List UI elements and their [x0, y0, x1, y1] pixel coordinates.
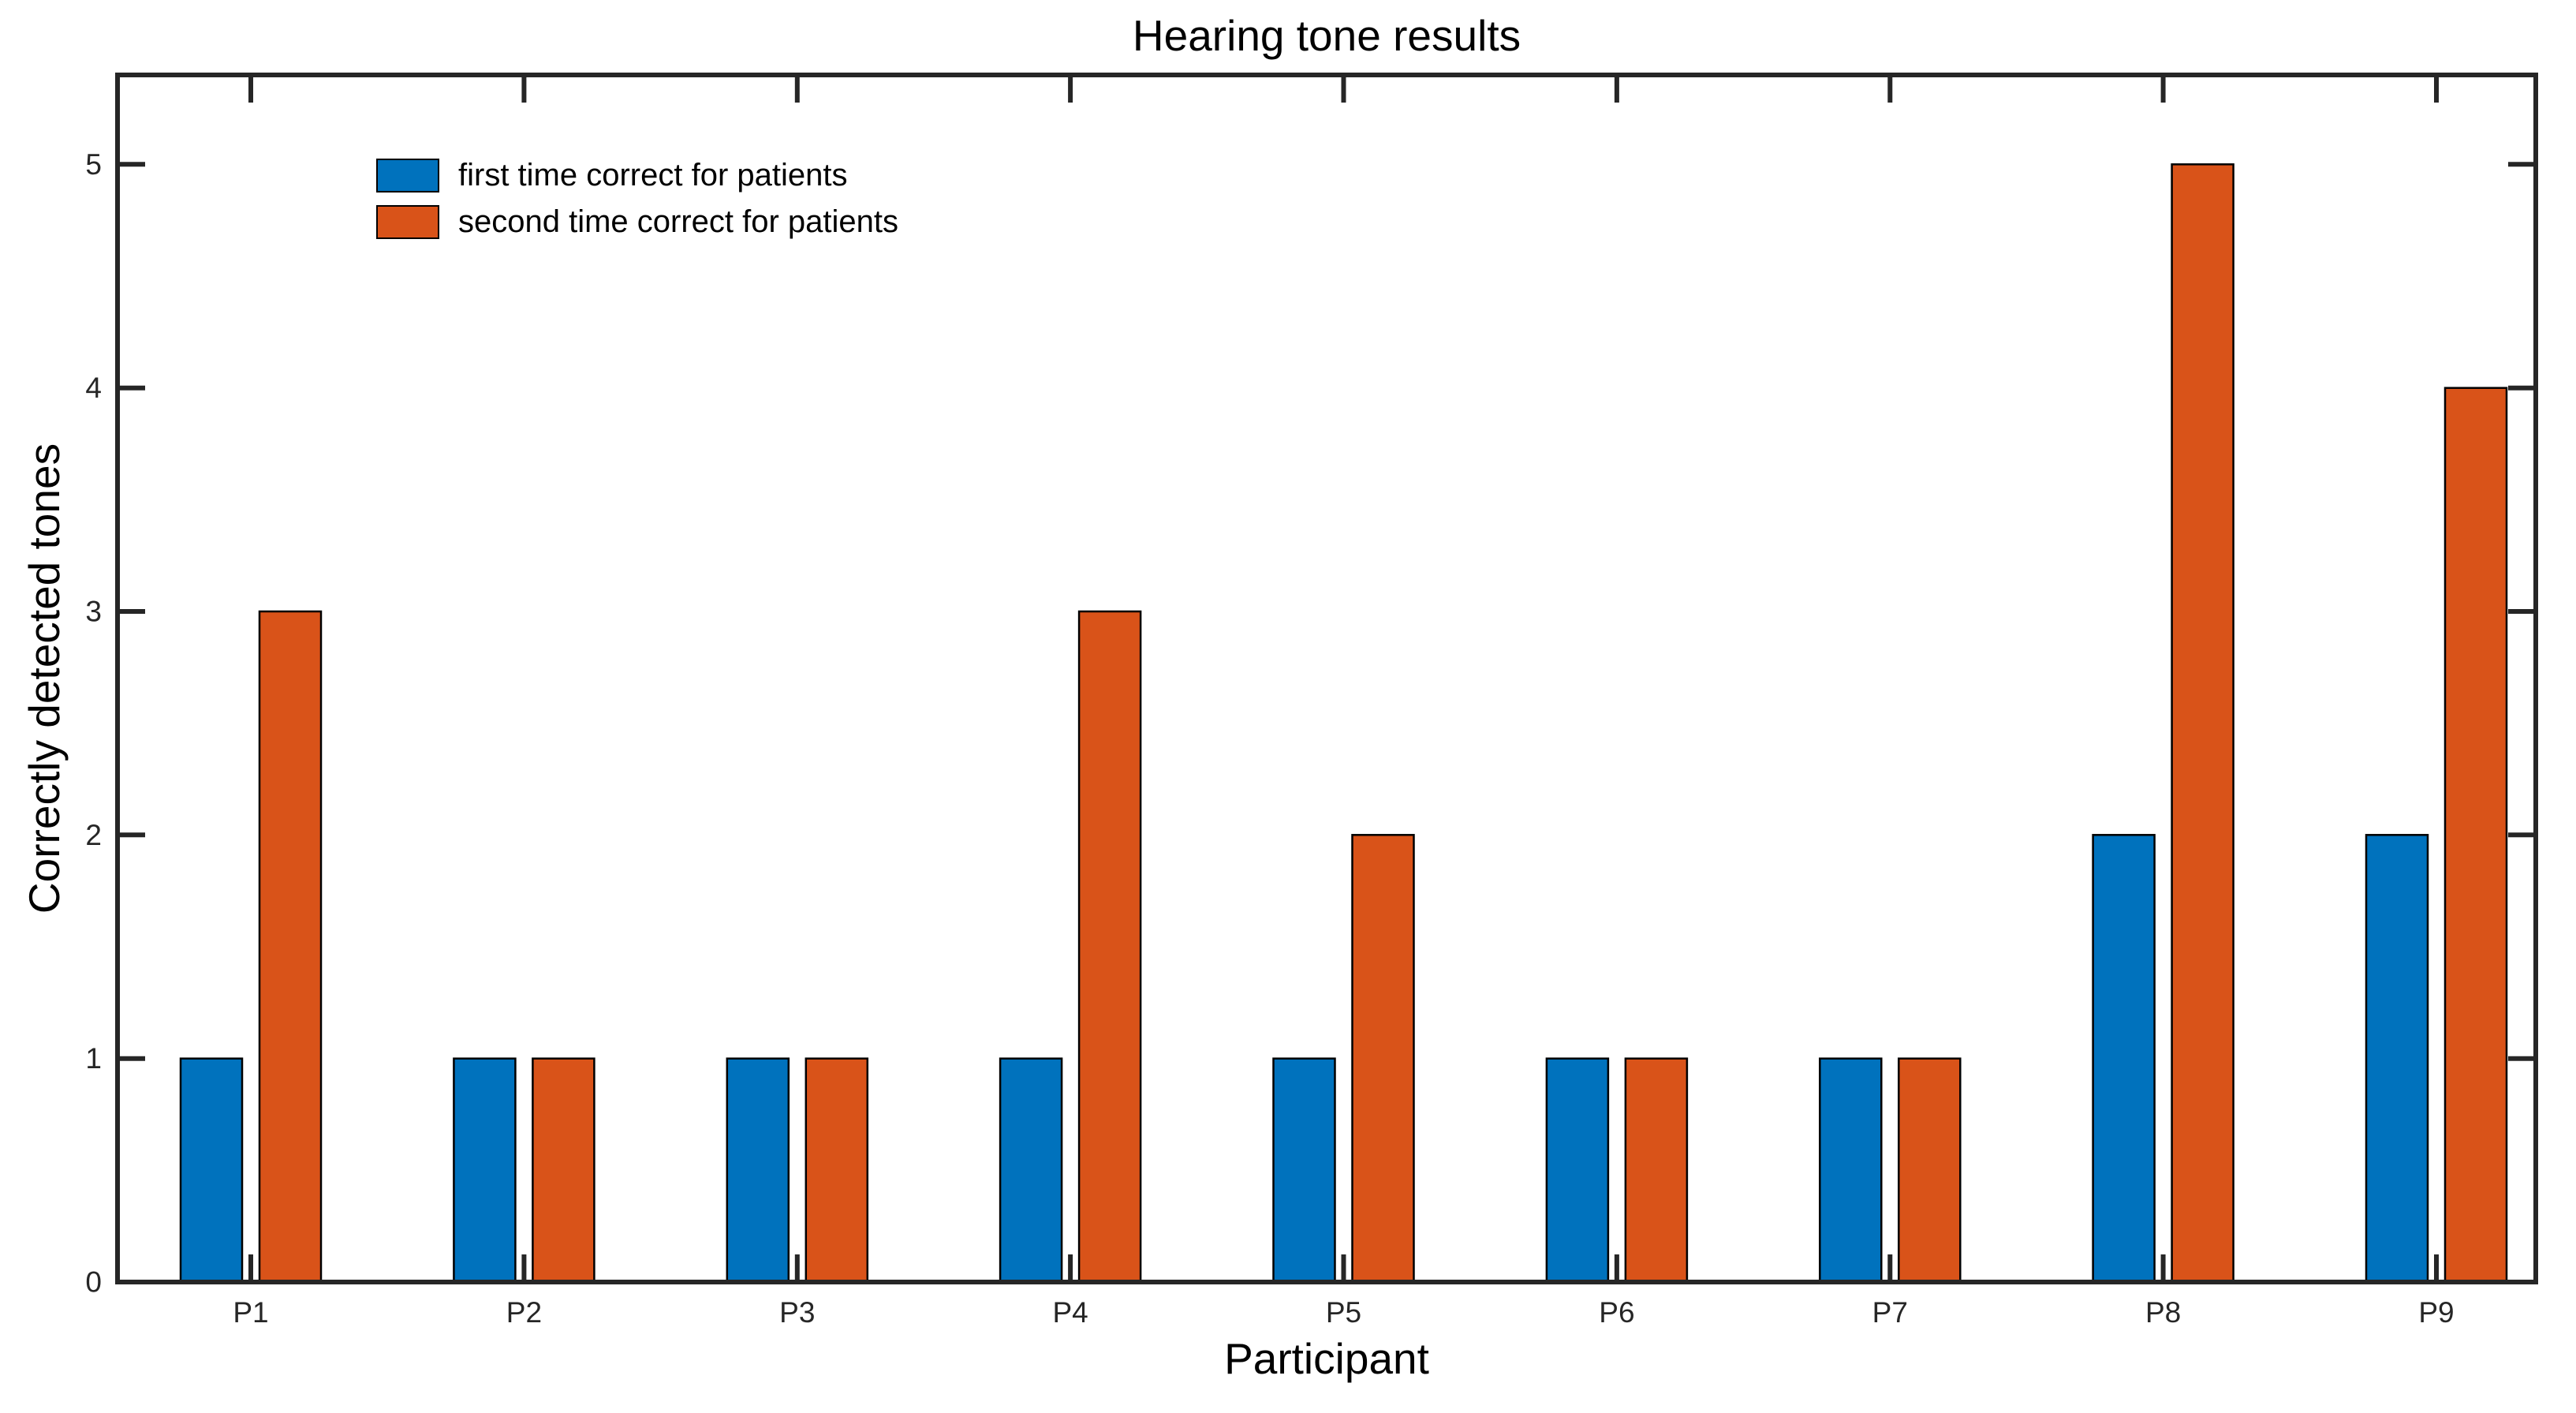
bar	[2365, 834, 2429, 1284]
legend-item: second time correct for patients	[376, 204, 898, 239]
y-axis-label-text: Correctly detected tones	[20, 443, 69, 914]
y-tick-label: 5	[85, 148, 102, 181]
y-tick-label: 0	[85, 1266, 102, 1299]
x-tick-label: P4	[1052, 1296, 1088, 1329]
bar	[1898, 1057, 1962, 1284]
y-axis-label: Correctly detected tones	[0, 75, 88, 1282]
chart-title: Hearing tone results	[1132, 11, 1521, 60]
bar	[2443, 387, 2508, 1284]
bar	[258, 610, 323, 1284]
x-tick-label: P2	[506, 1296, 542, 1329]
legend-item: first time correct for patients	[376, 158, 898, 193]
x-tick-label: P6	[1599, 1296, 1634, 1329]
bar	[1624, 1057, 1689, 1284]
bar	[453, 1057, 517, 1284]
y-tick-label: 4	[85, 372, 102, 404]
legend-swatch	[376, 158, 439, 193]
bar	[1077, 610, 1142, 1284]
bar	[1272, 1057, 1336, 1284]
bar	[805, 1057, 869, 1284]
x-tick-label: P5	[1326, 1296, 1361, 1329]
y-tick-label: 3	[85, 596, 102, 628]
x-axis-label: Participant	[1224, 1334, 1429, 1383]
bar	[2171, 163, 2234, 1284]
bar	[1351, 834, 1415, 1284]
y-tick-label: 1	[85, 1042, 102, 1075]
bar	[2092, 834, 2156, 1284]
legend-label: second time correct for patients	[458, 204, 899, 239]
bar	[1819, 1057, 1883, 1284]
legend-label: first time correct for patients	[458, 158, 848, 193]
x-tick-label: P1	[233, 1296, 268, 1329]
x-tick-label: P8	[2145, 1296, 2181, 1329]
x-tick-label: P3	[779, 1296, 815, 1329]
bar	[1545, 1057, 1610, 1284]
y-tick-label: 2	[85, 819, 102, 851]
legend-swatch	[376, 204, 439, 239]
bar	[999, 1057, 1063, 1284]
bar	[532, 1057, 595, 1284]
bar	[179, 1057, 244, 1284]
axes-box	[115, 73, 2538, 1284]
bar	[726, 1057, 790, 1284]
x-tick-label: P9	[2418, 1296, 2454, 1329]
legend: first time correct for patients second ti…	[376, 158, 898, 239]
x-tick-label: P7	[1872, 1296, 1908, 1329]
